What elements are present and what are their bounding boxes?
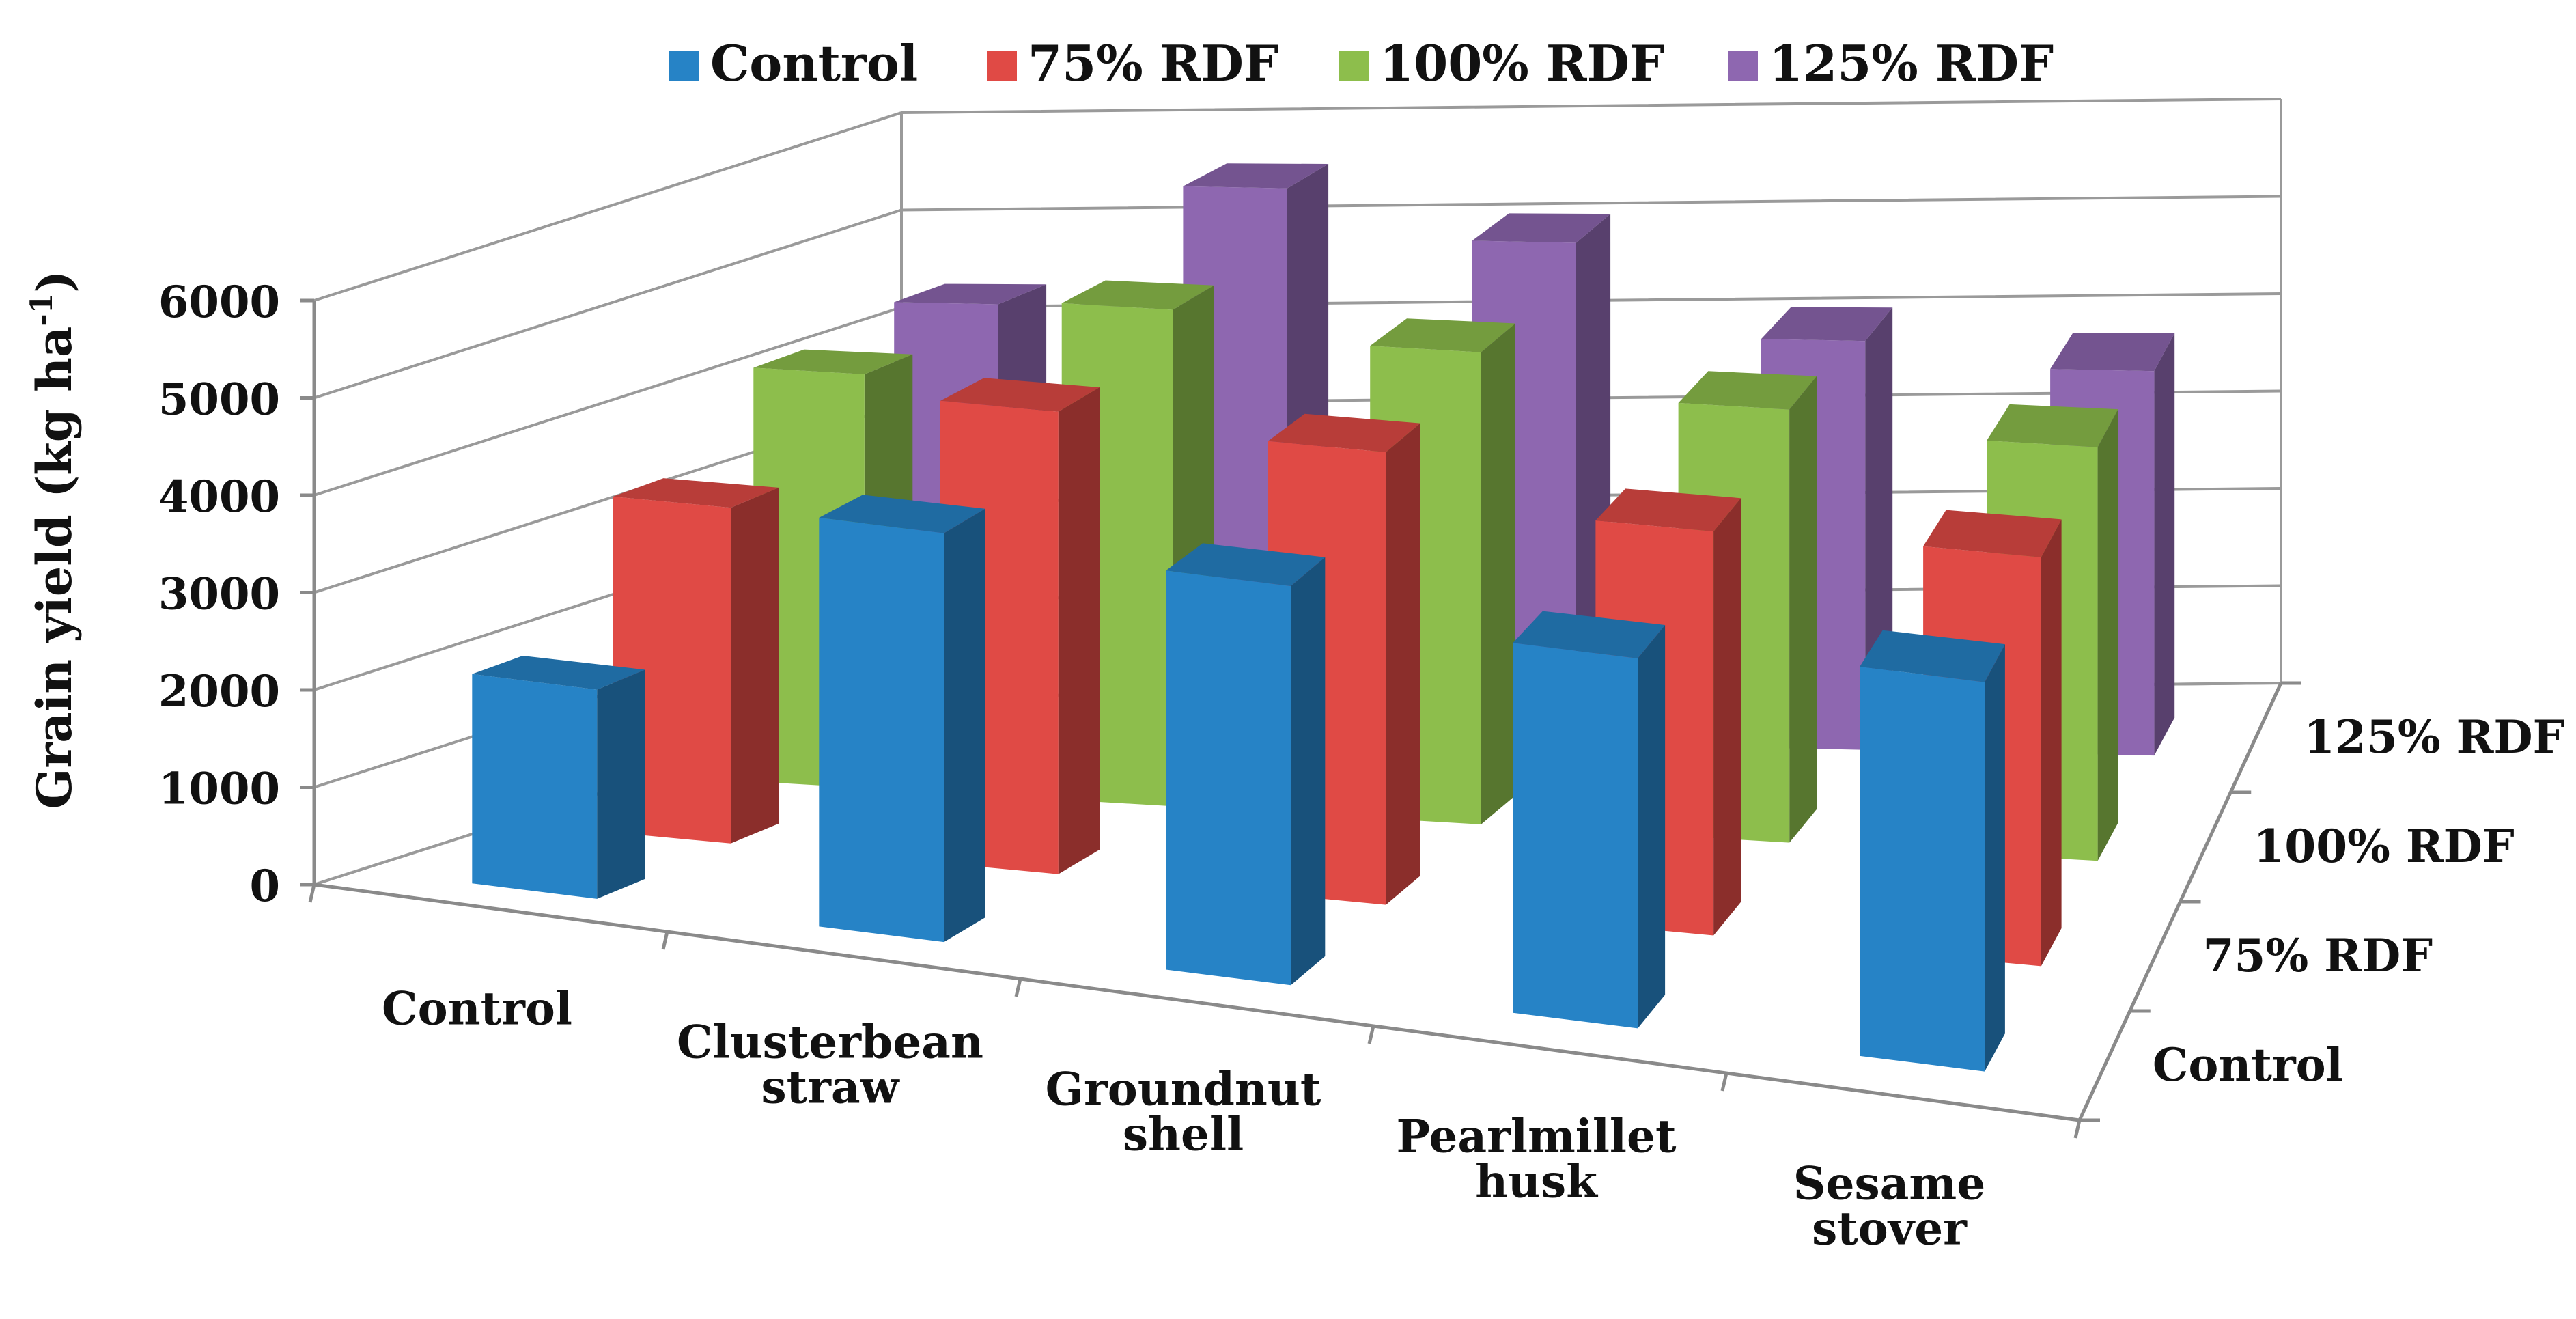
bar-top [1061,280,1214,310]
legend-swatch [1728,51,1758,81]
x-tick-label: Sesame stover [1793,1157,1985,1255]
bar-front [472,674,598,899]
y-tick-label: 0 [249,861,280,912]
x-tick-label-line: shell [1123,1108,1244,1161]
bar [472,656,645,899]
y-tick-label: 4000 [158,471,280,523]
bar-side [2097,409,2118,861]
bars [472,163,2175,1072]
bar [819,495,985,943]
x-tick-label: Clusterbean straw [677,1016,983,1114]
x-tick-label: Control [382,982,572,1036]
bar-top [1513,611,1666,658]
bar-top [1987,404,2118,447]
x-tick-label-line: straw [761,1061,901,1114]
depth-tick-label: Control [2153,1038,2343,1092]
depth-tick-label: 75% RDF [2203,929,2433,982]
x-tick-label-line: Sesame [1793,1157,1985,1210]
bar-side [1386,423,1420,905]
legend-label: 100% RDF [1380,34,1664,92]
bar-top [1923,510,2062,557]
bar-side [1713,498,1741,936]
y-tick-label: 2000 [158,666,280,717]
bar-side [1985,644,2005,1072]
bar-front [819,517,944,943]
bar-side [2154,333,2175,756]
axes: 0 1000 2000 3000 4000 5000 6000 Control Clusterb… [158,277,2565,1255]
legend: Control 75% RDF 100% RDF 125% RDF [669,34,2054,92]
bar [1166,543,1326,986]
y-tick-label: 3000 [158,569,280,620]
legend-item: 75% RDF [987,34,1278,92]
bar-side [731,487,779,844]
x-tick-label-line: stover [1812,1202,1968,1255]
x-tick [308,884,316,903]
legend-label: Control [710,34,918,92]
y-axis-label: Grain yield (kg ha-1) [25,270,83,809]
bar-top [613,478,779,508]
x-tick [1367,1025,1375,1044]
legend-label: 75% RDF [1028,34,1278,92]
bar-front [1166,570,1291,986]
bar-side [1291,557,1326,986]
legend-label: 125% RDF [1769,34,2054,92]
x-tick-label: Groundnut shell [1046,1063,1321,1161]
bar-top [894,283,1047,305]
bar-top [2050,333,2175,372]
depth-tick-label: 125% RDF [2304,710,2564,764]
bar-side [1058,387,1100,874]
y-axis-label-superscript: -1 [25,293,59,327]
x-tick [2073,1120,2082,1139]
x-tick [661,931,669,950]
bar-side [944,508,985,943]
bar-top [1268,413,1420,452]
bar-top [472,656,645,690]
bar-top [1472,213,1611,243]
x-axis-line [313,883,2080,1122]
y-tick-label: 6000 [158,277,280,328]
bar-front [1513,643,1638,1029]
legend-swatch [1339,51,1369,81]
x-tick [1014,978,1022,997]
legend-item: 100% RDF [1339,34,1664,92]
legend-item: 125% RDF [1728,34,2054,92]
bar-top [1595,488,1741,532]
x-tick-label-line: husk [1475,1155,1598,1208]
bar-side [2041,519,2062,967]
y-tick-label: 1000 [158,764,280,815]
bar [1860,630,2005,1072]
bar [1513,611,1666,1029]
bar-top [1678,371,1817,410]
x-tick [1720,1072,1728,1092]
depth-tick-label: 100% RDF [2253,820,2514,873]
y-axis-label-close: ) [26,270,83,293]
bar-top [1370,318,1515,352]
bar-side [1638,625,1666,1029]
bar-side [1789,376,1817,843]
bar-front [1860,666,1985,1072]
bar-top [1166,543,1326,586]
bar-top [1860,630,2005,682]
legend-swatch [669,51,699,81]
bar-top [753,349,913,374]
legend-item: Control [669,34,918,92]
bar-top [1761,307,1893,342]
x-tick-label-line: Control [382,982,572,1036]
bar-top [819,495,985,533]
y-tick-label: 5000 [158,374,280,426]
bar-side [597,669,645,899]
x-tick-label-line: Pearlmillet [1397,1110,1677,1163]
x-tick-label-line: Groundnut [1046,1063,1321,1116]
legend-swatch [987,51,1017,81]
bar-top [940,378,1100,412]
bar-side [1481,323,1515,824]
x-tick-label-line: Clusterbean [677,1016,983,1069]
x-tick-label: Pearlmillet husk [1397,1110,1677,1208]
bar-top [1183,163,1329,189]
